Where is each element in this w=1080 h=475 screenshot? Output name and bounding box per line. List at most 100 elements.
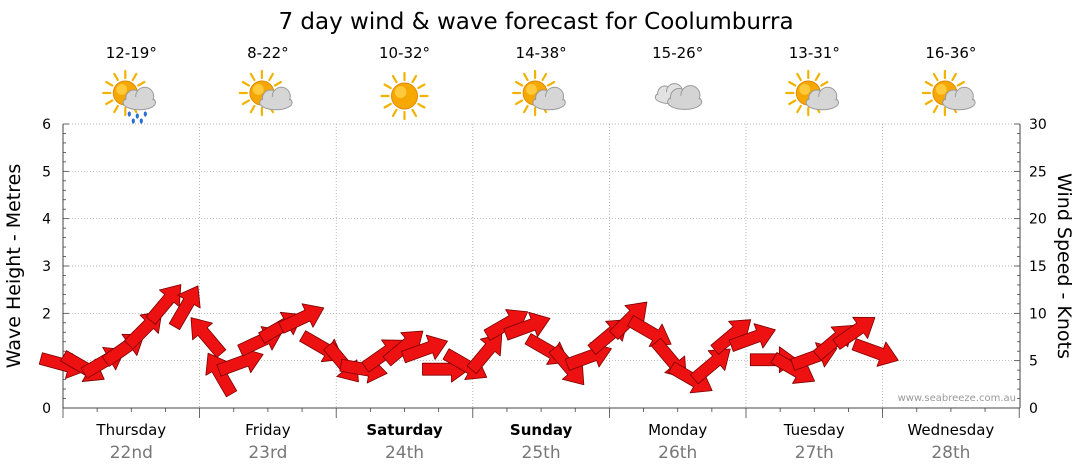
- cloud-part: [534, 96, 564, 109]
- sun-ray: [249, 72, 256, 82]
- wind-arrow-shape: [190, 317, 227, 358]
- wind-arrow-shape: [832, 316, 876, 350]
- day-temperature: 12-19°: [106, 44, 157, 62]
- day-labels: Thursday 22nd Friday 23rd Saturday 24th Sunday…: [95, 421, 994, 463]
- day-label: Sunday: [510, 421, 573, 439]
- day-temperature: 8-22°: [247, 44, 289, 62]
- wind-arrow-shape: [278, 303, 325, 334]
- day-date: 28th: [931, 443, 970, 463]
- sun-cloud-icon: [238, 69, 293, 117]
- sun-ray: [113, 104, 119, 114]
- day-date: 27th: [795, 443, 834, 463]
- wind-arrow-shape: [382, 330, 424, 367]
- sun-cloud-rain-icon: [102, 69, 157, 124]
- right-tick-label: 0: [1029, 401, 1038, 417]
- sun-cloud-icon: [785, 69, 839, 117]
- right-tick-label: 30: [1029, 117, 1047, 133]
- wind-arrow-shape: [466, 333, 503, 375]
- y-axis-label: Wave Height - Metres: [3, 164, 25, 368]
- cloud-part: [807, 96, 838, 109]
- sun-icon: [380, 71, 429, 121]
- wind-arrow-shape: [728, 323, 776, 352]
- day-label: Saturday: [366, 421, 443, 439]
- left-tick-label: 6: [42, 117, 51, 133]
- rain-drop: [127, 111, 131, 117]
- sun-ray: [522, 72, 529, 82]
- day-date: 26th: [658, 443, 697, 463]
- sun-ray: [951, 72, 958, 82]
- sun-ray: [417, 83, 426, 90]
- sun-cloud-icon: [921, 69, 976, 117]
- sun-highlight: [252, 84, 264, 95]
- rain-drop: [143, 111, 147, 117]
- sun-cloud-icon: [511, 69, 566, 117]
- sun-ray: [924, 80, 934, 87]
- cloud-part: [261, 96, 291, 109]
- left-tick-label: 3: [42, 259, 51, 275]
- left-tick-label: 4: [42, 212, 51, 228]
- sun-ray: [924, 99, 934, 106]
- sun-ray: [241, 99, 251, 106]
- wind-arrow: [689, 348, 731, 385]
- credit-text: www.seabreeze.com.au: [898, 393, 1016, 404]
- sun-highlight: [935, 84, 947, 95]
- wind-speed-ticks: 0 5 10 15 20 25 30: [1029, 117, 1047, 417]
- sun-highlight: [799, 84, 811, 95]
- sun-ray: [383, 102, 392, 109]
- wind-arrow-shape: [503, 311, 551, 341]
- sun-ray: [932, 72, 939, 82]
- sun-ray: [522, 104, 529, 114]
- wind-arrow-shape: [608, 301, 648, 340]
- right-tick-label: 15: [1029, 259, 1047, 275]
- sun-ray: [514, 99, 524, 106]
- sun-ray: [796, 72, 802, 82]
- sun-ray: [411, 108, 418, 118]
- sun-ray: [814, 72, 821, 82]
- day-date: 22nd: [110, 443, 153, 463]
- day-temperature: 13-31°: [789, 44, 840, 62]
- day-temperature: 15-26°: [652, 44, 703, 62]
- sun-ray: [105, 80, 114, 87]
- wind-arrow: [168, 285, 201, 331]
- sun-ray: [391, 74, 398, 84]
- sun-ray: [820, 80, 829, 87]
- rain-drop: [131, 118, 135, 124]
- sun-ray: [391, 108, 398, 118]
- chart-title: 7 day wind & wave forecast for Coolumbur…: [278, 9, 793, 35]
- wind-arrows: [38, 284, 899, 398]
- day-label: Tuesday: [783, 421, 845, 439]
- right-tick-label: 10: [1029, 306, 1047, 322]
- day-label: Wednesday: [907, 421, 994, 439]
- wind-arrow: [190, 317, 227, 358]
- sun-ray: [113, 72, 119, 82]
- wind-arrow: [710, 319, 752, 355]
- day-date: 23rd: [248, 443, 287, 463]
- sun-highlight: [526, 84, 537, 95]
- sun-ray: [383, 83, 392, 90]
- right-tick-label: 5: [1029, 354, 1038, 370]
- sun-highlight: [116, 84, 128, 95]
- wind-arrow-shape: [851, 338, 899, 367]
- weather-row: 12-19° 8-22° 10-32° 14-38° 15-26° 13-31° 16-36…: [102, 44, 976, 124]
- left-tick-label: 0: [42, 401, 51, 417]
- sun-ray: [105, 99, 114, 106]
- day-temperature: 10-32°: [379, 44, 430, 62]
- day-label: Friday: [245, 421, 291, 439]
- sun-ray: [249, 104, 256, 114]
- wind-arrow-shape: [400, 334, 448, 364]
- wind-arrow-shape: [710, 319, 752, 355]
- sun-ray: [241, 80, 251, 87]
- sun-ray: [932, 104, 939, 114]
- wind-arrow: [400, 334, 448, 364]
- cloud-icon: [654, 83, 703, 110]
- sun-ray: [131, 72, 138, 82]
- day-date: 24th: [385, 443, 424, 463]
- wind-arrow: [608, 301, 648, 340]
- sun-ray: [796, 104, 802, 114]
- cloud-part: [669, 95, 701, 108]
- wind-arrow: [832, 316, 876, 350]
- right-tick-label: 20: [1029, 212, 1047, 228]
- sun-highlight: [394, 86, 407, 98]
- day-label: Monday: [648, 421, 707, 439]
